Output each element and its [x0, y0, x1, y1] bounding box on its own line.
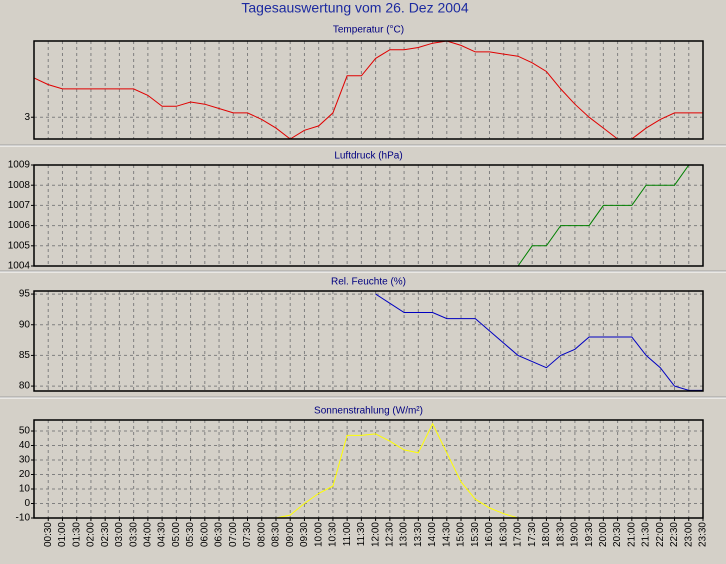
x-tick-label: 20:30 — [612, 522, 623, 547]
x-tick-label: 22:30 — [669, 522, 680, 547]
x-tick-label: 21:00 — [626, 522, 637, 547]
subplot-title: Temperatur (°C) — [333, 25, 404, 36]
x-tick-label: 18:30 — [555, 522, 566, 547]
y-tick-label: 1006 — [8, 220, 31, 231]
x-tick-label: 13:00 — [399, 522, 410, 547]
y-tick-label: 30 — [19, 455, 31, 466]
y-tick-label: 10 — [19, 484, 31, 495]
plot-frame — [33, 164, 704, 267]
x-tick-label: 02:00 — [86, 522, 97, 547]
x-tick-label: 05:30 — [185, 522, 196, 547]
x-tick-label: 17:00 — [513, 522, 524, 547]
x-tick-label: 06:00 — [199, 522, 210, 547]
x-tick-label: 02:30 — [100, 522, 111, 547]
x-tick-label: 15:00 — [456, 522, 467, 547]
plot-area — [34, 41, 703, 139]
x-tick-label: 06:30 — [214, 522, 225, 547]
x-tick-label: 15:30 — [470, 522, 481, 547]
x-tick-label: 14:30 — [441, 522, 452, 547]
x-tick-label: 20:00 — [598, 522, 609, 547]
x-tick-label: 12:30 — [384, 522, 395, 547]
x-tick-label: 07:00 — [228, 522, 239, 547]
page-title: Tagesauswertung vom 26. Dez 2004 — [241, 0, 468, 16]
y-tick-label: 0 — [24, 498, 30, 509]
x-tick-label: 08:30 — [271, 522, 282, 547]
x-tick-label: 01:00 — [57, 522, 68, 547]
x-tick-label: 07:30 — [242, 522, 253, 547]
x-tick-label: 10:00 — [313, 522, 324, 547]
x-tick-label: 22:00 — [655, 522, 666, 547]
plot-area — [34, 420, 703, 518]
y-tick-label: 1005 — [8, 240, 31, 251]
x-tick-label: 08:00 — [256, 522, 267, 547]
x-tick-label: 23:00 — [683, 522, 694, 547]
x-tick-label: 13:30 — [413, 522, 424, 547]
x-tick-label: 10:30 — [328, 522, 339, 547]
plot-frame — [33, 290, 704, 392]
subplot-title: Sonnenstrahlung (W/m²) — [314, 406, 423, 417]
x-tick-label: 11:00 — [342, 522, 353, 547]
data-line — [517, 165, 703, 266]
x-tick-label: 04:00 — [143, 522, 154, 547]
y-tick-label: 1004 — [8, 261, 31, 272]
subplot-title: Rel. Feuchte (%) — [331, 277, 406, 288]
y-tick-label: -10 — [16, 513, 31, 524]
x-tick-label: 00:30 — [43, 522, 54, 547]
x-tick-label: 14:00 — [427, 522, 438, 547]
data-line — [34, 41, 703, 139]
x-tick-label: 12:00 — [370, 522, 381, 547]
y-tick-label: 80 — [19, 381, 31, 392]
x-tick-label: 17:30 — [527, 522, 538, 547]
x-tick-label: 09:30 — [299, 522, 310, 547]
x-tick-label: 21:30 — [641, 522, 652, 547]
y-tick-label: 40 — [19, 440, 31, 451]
x-tick-label: 16:00 — [484, 522, 495, 547]
plot-frame — [33, 419, 704, 519]
x-tick-label: 18:00 — [541, 522, 552, 547]
data-line — [375, 293, 703, 391]
x-tick-label: 19:00 — [570, 522, 581, 547]
subplot-title: Luftdruck (hPa) — [334, 151, 402, 162]
y-tick-label: 85 — [19, 350, 31, 361]
x-tick-label: 01:30 — [71, 522, 82, 547]
x-tick-label: 03:30 — [128, 522, 139, 547]
plot-frame — [33, 40, 704, 140]
plot-area — [34, 291, 703, 391]
x-tick-label: 09:00 — [285, 522, 296, 547]
y-tick-label: 1009 — [8, 160, 31, 171]
y-tick-label: 95 — [19, 289, 31, 300]
y-tick-label: 3 — [24, 112, 30, 123]
y-tick-label: 1007 — [8, 200, 31, 211]
x-tick-label: 11:30 — [356, 522, 367, 547]
plot-area — [34, 165, 703, 266]
x-tick-label: 03:00 — [114, 522, 125, 547]
y-tick-label: 1008 — [8, 180, 31, 191]
y-tick-label: 50 — [19, 426, 31, 437]
x-tick-label: 04:30 — [157, 522, 168, 547]
y-tick-label: 20 — [19, 469, 31, 480]
x-tick-label: 23:30 — [698, 522, 709, 547]
data-line — [34, 422, 703, 518]
x-tick-label: 05:00 — [171, 522, 182, 547]
y-tick-label: 90 — [19, 319, 31, 330]
x-tick-label: 19:30 — [584, 522, 595, 547]
x-tick-label: 16:30 — [498, 522, 509, 547]
